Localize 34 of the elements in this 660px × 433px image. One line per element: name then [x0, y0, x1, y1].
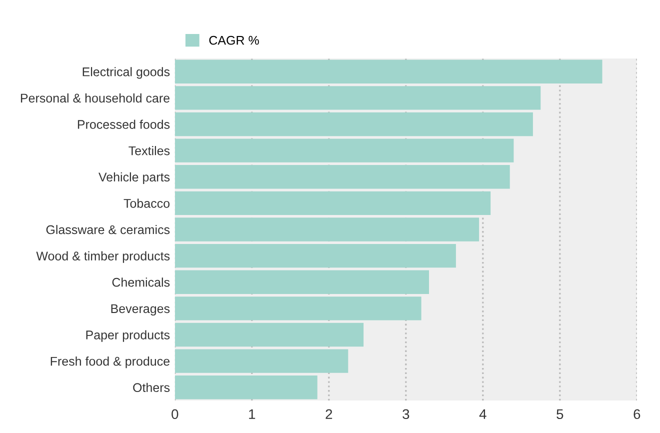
x-tick-label: 6 [634, 409, 640, 420]
y-tick-label: Processed foods [78, 120, 170, 129]
y-tick-label: Others [133, 382, 170, 392]
x-tick-label: 1 [249, 409, 256, 419]
y-tick-label: Electrical goods [82, 67, 170, 79]
y-tick-label: Personal & household care [20, 93, 170, 103]
bar [174, 376, 318, 400]
x-tick-label: 3 [402, 409, 410, 420]
y-tick-label: Tobacco [124, 198, 170, 208]
bar [174, 349, 348, 373]
x-tick-label: 0 [172, 409, 178, 420]
bar [174, 138, 514, 162]
bar [174, 322, 364, 347]
bar [174, 296, 422, 320]
y-tick-label: Vehicle parts [98, 172, 170, 184]
y-tick-label: Glassware & ceramics [46, 224, 170, 234]
y-tick-label: Chemicals [112, 278, 170, 287]
y-tick-label: Fresh food & produce [50, 356, 170, 368]
bar [174, 165, 510, 189]
bar [174, 60, 602, 84]
x-tick-label: 2 [326, 409, 332, 419]
y-tick-label: Beverages [111, 304, 170, 316]
bar [174, 218, 480, 242]
bar [174, 112, 533, 136]
bar [174, 244, 456, 268]
x-tick-label: 5 [556, 409, 564, 420]
y-tick-label: Textiles [128, 146, 170, 156]
y-tick-label: Paper products [86, 330, 170, 342]
bar [174, 86, 541, 110]
y-tick-label: Wood & timber products [36, 251, 170, 263]
bar [174, 191, 491, 216]
x-tick-label: 4 [479, 409, 486, 419]
legend-label: CAGR % [209, 36, 259, 45]
bar [174, 270, 429, 294]
